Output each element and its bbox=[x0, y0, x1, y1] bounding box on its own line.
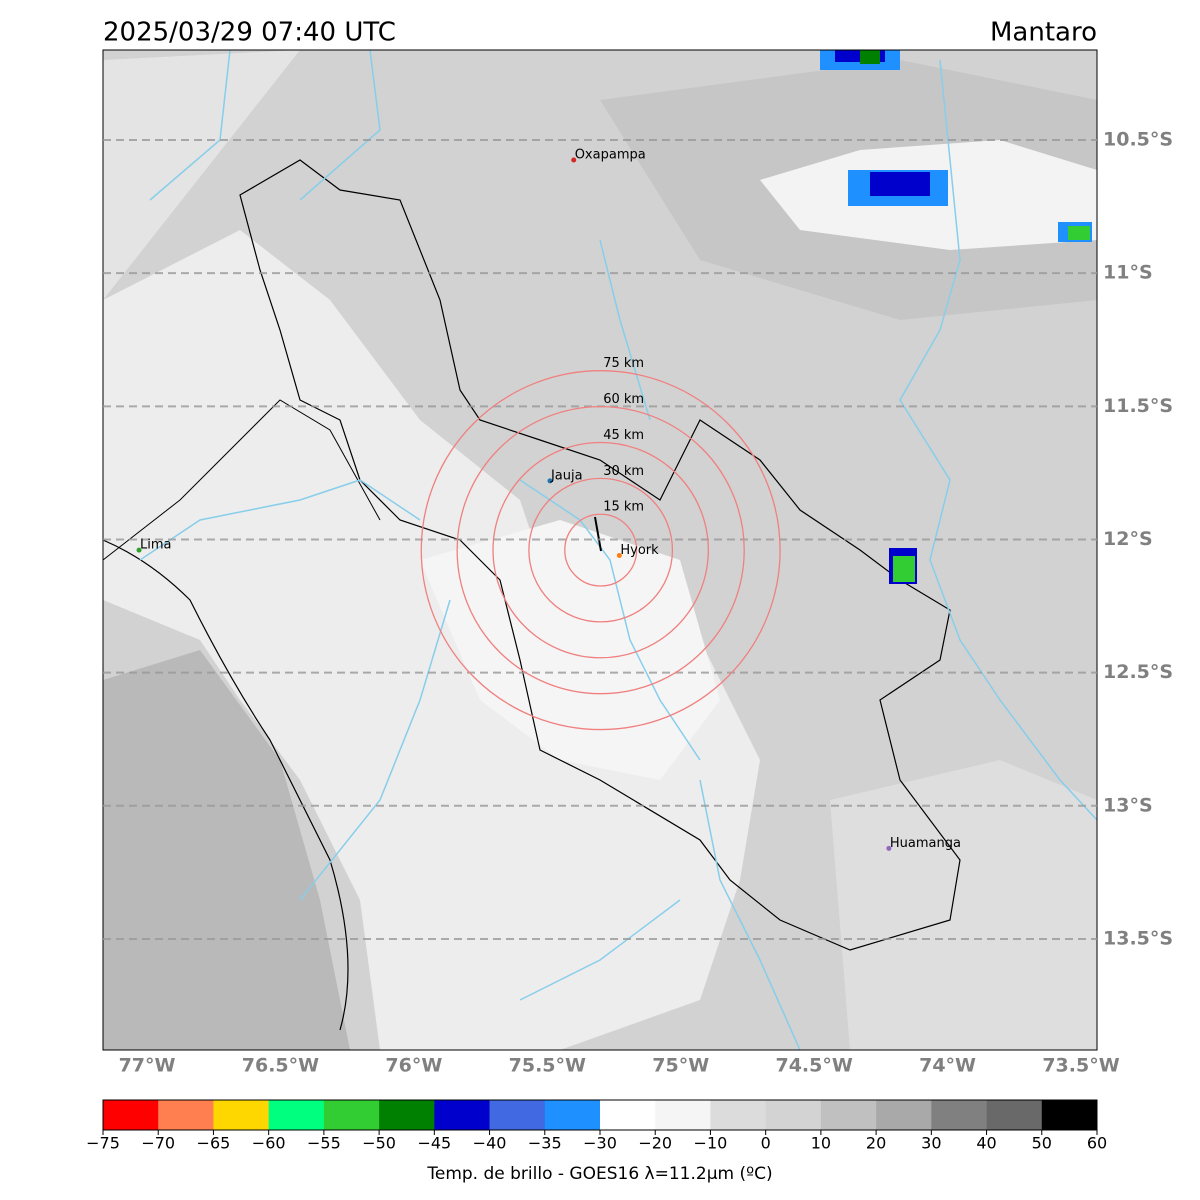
range-ring bbox=[420, 370, 781, 731]
city-label: Lima bbox=[140, 538, 171, 553]
range-ring-label: 15 km bbox=[603, 500, 644, 515]
range-ring bbox=[492, 441, 709, 659]
colorbar-segment bbox=[323, 1100, 380, 1130]
colorbar-segment bbox=[489, 1100, 546, 1130]
colorbar-segment bbox=[710, 1100, 766, 1130]
lon-tick-label: 74.5°W bbox=[775, 1055, 852, 1077]
colorbar-tick-label: 60 bbox=[1087, 1134, 1107, 1153]
colorbar-segment bbox=[600, 1100, 656, 1130]
colorbar-tick-label: 0 bbox=[761, 1134, 771, 1153]
city-label: Hyork bbox=[620, 543, 659, 558]
colorbar-tick-label: 10 bbox=[811, 1134, 831, 1153]
colorbar-segment bbox=[268, 1100, 325, 1130]
colorbar-tick-label: −60 bbox=[252, 1134, 286, 1153]
lon-tick-label: 77°W bbox=[119, 1055, 176, 1077]
lat-tick-label: 13°S bbox=[1103, 794, 1153, 816]
map-frame bbox=[102, 49, 1098, 1051]
lon-tick-label: 76.5°W bbox=[242, 1055, 319, 1077]
range-ring-label: 30 km bbox=[603, 464, 644, 479]
title: 2025/03/29 07:40 UTC bbox=[103, 18, 396, 48]
colorbar-tick-label: 30 bbox=[921, 1134, 941, 1153]
map-overlays: 10.5°S 11°S 11.5°S 12°S 12.5°S 13°S 13.5°S 77°W… bbox=[86, 129, 1173, 1184]
colorbar-label: Temp. de brillo - GOES16 λ=11.2μm (ºC) bbox=[426, 1164, 772, 1184]
colorbar-segment bbox=[158, 1100, 214, 1130]
city-marker bbox=[616, 552, 622, 558]
lon-tick-label: 74°W bbox=[919, 1055, 976, 1077]
colorbar-segment bbox=[986, 1100, 1043, 1130]
colorbar-tick-label: −20 bbox=[638, 1134, 672, 1153]
lon-tick-label: 75°W bbox=[652, 1055, 709, 1077]
colorbar-tick-label: 20 bbox=[866, 1134, 886, 1153]
lat-tick-label: 11°S bbox=[1103, 262, 1153, 284]
lon-tick-label: 76°W bbox=[385, 1055, 442, 1077]
colorbar-segment bbox=[103, 1100, 159, 1130]
lon-tick-label: 73.5°W bbox=[1042, 1055, 1119, 1077]
colorbar-tick-label: −30 bbox=[583, 1134, 617, 1153]
city-marker bbox=[886, 845, 892, 851]
range-ring-label: 45 km bbox=[603, 428, 644, 443]
colorbar-tick-label: −35 bbox=[528, 1134, 562, 1153]
colorbar-tick-label: 50 bbox=[1032, 1134, 1052, 1153]
city-marker bbox=[547, 478, 553, 484]
colorbar-segment bbox=[876, 1100, 932, 1130]
cold-cloud-tops bbox=[820, 50, 1092, 584]
colorbar-segment bbox=[820, 1100, 877, 1130]
city-marker bbox=[136, 547, 142, 553]
lat-tick-label: 12.5°S bbox=[1103, 661, 1173, 683]
city-label: Jauja bbox=[550, 468, 583, 483]
colorbar-segment bbox=[544, 1100, 601, 1130]
colorbar-tick-label: 40 bbox=[976, 1134, 996, 1153]
range-ring bbox=[564, 513, 638, 587]
colorbar-tick-label: −45 bbox=[417, 1134, 451, 1153]
range-ring bbox=[528, 477, 674, 623]
colorbar-segment bbox=[931, 1100, 987, 1130]
lat-tick-label: 10.5°S bbox=[1103, 129, 1173, 151]
colorbar-tick-label: −40 bbox=[473, 1134, 507, 1153]
city-label: Oxapampa bbox=[575, 147, 646, 162]
colorbar-segment bbox=[434, 1100, 490, 1130]
colorbar-tick-label: −75 bbox=[86, 1134, 120, 1153]
lat-tick-label: 12°S bbox=[1103, 528, 1153, 550]
region-name: Mantaro bbox=[990, 18, 1097, 48]
city-label: Huamanga bbox=[890, 836, 961, 851]
colorbar-tick-label: −70 bbox=[141, 1134, 175, 1153]
colorbar-segment bbox=[213, 1100, 269, 1130]
colorbar-segment bbox=[765, 1100, 822, 1130]
range-ring-label: 75 km bbox=[603, 356, 644, 371]
colorbar-tick-label: −55 bbox=[307, 1134, 341, 1153]
colorbar-tick-label: −65 bbox=[197, 1134, 231, 1153]
range-ring bbox=[456, 405, 745, 695]
colorbar-segment bbox=[379, 1100, 435, 1130]
colorbar-segment bbox=[1041, 1100, 1098, 1130]
city-marker bbox=[571, 157, 577, 163]
lat-tick-label: 11.5°S bbox=[1103, 395, 1173, 417]
colorbar-segment bbox=[655, 1100, 711, 1130]
colorbar-tick-label: −50 bbox=[362, 1134, 396, 1153]
lon-tick-label: 75.5°W bbox=[509, 1055, 586, 1077]
colorbar-tick-label: −10 bbox=[694, 1134, 728, 1153]
range-ring-label: 60 km bbox=[603, 392, 644, 407]
map-background bbox=[103, 50, 1097, 1050]
lat-tick-label: 13.5°S bbox=[1103, 927, 1173, 949]
